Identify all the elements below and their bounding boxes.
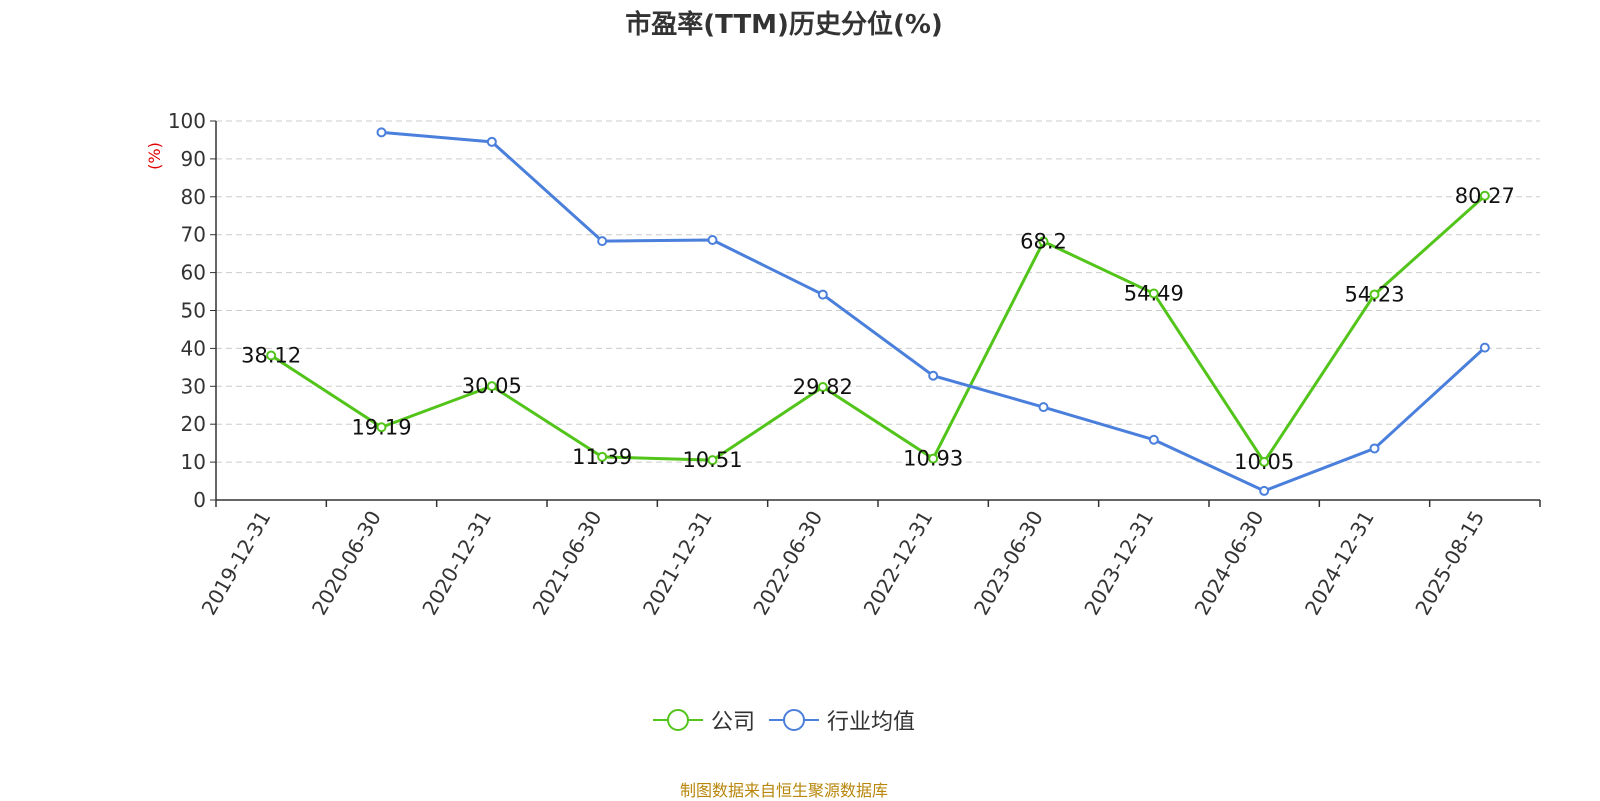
data-labels: 38.12 19.19 30.05 11.39 10.51 29.82 10.93 68.2 5… — [241, 184, 1515, 474]
legend-marker-icon — [652, 709, 703, 731]
data-point[interactable] — [1148, 288, 1159, 299]
series-line — [381, 130, 1486, 493]
data-point[interactable] — [1038, 402, 1049, 413]
y-tick-label: 10 — [181, 450, 206, 474]
legend-label: 行业均值 — [827, 710, 916, 735]
y-tick-label: 80 — [181, 185, 206, 209]
source-note: 制图数据来自恒生聚源数据库 — [679, 781, 888, 800]
data-point[interactable] — [376, 422, 387, 433]
data-point[interactable] — [266, 350, 277, 361]
y-tick-label: 100 — [168, 109, 206, 133]
y-axis-label: (%) — [145, 142, 164, 170]
x-tick-label: 2020-06-30 — [307, 507, 386, 620]
series-1 — [266, 190, 1490, 467]
data-point[interactable] — [597, 236, 608, 247]
data-point[interactable] — [817, 289, 828, 300]
data-label: 19.19 — [351, 415, 411, 439]
x-tick-label: 2020-12-31 — [417, 507, 496, 620]
data-point[interactable] — [597, 451, 608, 462]
y-tick-label: 60 — [181, 261, 206, 285]
chart-title: 市盈率(TTM)历史分位(%) — [625, 10, 943, 40]
x-tick-label: 2022-12-31 — [859, 507, 938, 620]
data-point[interactable] — [707, 235, 718, 246]
data-label: 11.39 — [572, 445, 632, 469]
legend-item[interactable]: 公司 — [652, 704, 755, 736]
grid-lines — [216, 120, 1540, 463]
x-tick-label: 2025-08-15 — [1410, 507, 1489, 620]
x-tick-label: 2019-12-31 — [197, 507, 276, 620]
data-label: 30.05 — [462, 374, 522, 398]
data-label: 10.51 — [682, 448, 742, 472]
x-tick-label: 2024-12-31 — [1300, 507, 1379, 620]
data-point[interactable] — [1259, 485, 1270, 496]
legend-item[interactable]: 行业均值 — [769, 704, 915, 736]
data-point[interactable] — [1259, 456, 1270, 467]
legend-marker-icon — [769, 709, 819, 731]
data-label: 10.05 — [1234, 450, 1294, 474]
y-tick-label: 20 — [181, 412, 206, 436]
series-2 — [376, 127, 1490, 496]
legend: 公司 行业均值 — [0, 704, 1568, 736]
y-tick-label: 70 — [181, 223, 206, 247]
legend-label: 公司 — [710, 710, 755, 735]
y-tick-label: 30 — [181, 374, 206, 398]
x-tick-label: 2024-06-30 — [1190, 507, 1269, 620]
data-point[interactable] — [486, 381, 497, 392]
data-point[interactable] — [1479, 190, 1490, 201]
axes: 0 10 20 30 40 50 60 70 80 90 100 2019-12-31 2020-06-… — [168, 109, 1541, 620]
data-label: 80.27 — [1455, 184, 1515, 208]
data-point[interactable] — [486, 136, 497, 147]
data-label: 68.2 — [1020, 230, 1067, 254]
data-label: 38.12 — [241, 344, 301, 368]
data-point[interactable] — [928, 453, 939, 464]
series — [266, 127, 1490, 496]
x-tick-label: 2023-06-30 — [969, 507, 1048, 620]
data-point[interactable] — [376, 127, 387, 138]
data-point[interactable] — [1369, 289, 1380, 300]
data-point[interactable] — [817, 381, 828, 392]
data-point[interactable] — [1038, 236, 1049, 247]
data-point[interactable] — [928, 370, 939, 381]
y-tick-label: 50 — [181, 299, 206, 323]
y-tick-label: 40 — [181, 336, 206, 360]
x-tick-label: 2023-12-31 — [1079, 507, 1158, 620]
x-tick-label: 2022-06-30 — [748, 507, 827, 620]
data-point[interactable] — [1148, 434, 1159, 445]
y-tick-label: 0 — [193, 488, 206, 512]
data-point[interactable] — [1369, 443, 1380, 454]
data-label: 54.23 — [1344, 282, 1404, 306]
series-line — [270, 194, 1486, 464]
data-label: 10.93 — [903, 447, 963, 471]
x-tick-label: 2021-12-31 — [638, 507, 717, 620]
data-point[interactable] — [1479, 342, 1490, 353]
y-tick-label: 90 — [181, 147, 206, 171]
data-label: 29.82 — [793, 375, 853, 399]
data-point[interactable] — [707, 455, 718, 466]
data-label: 54.49 — [1124, 281, 1184, 305]
x-tick-label: 2021-06-30 — [528, 507, 607, 620]
